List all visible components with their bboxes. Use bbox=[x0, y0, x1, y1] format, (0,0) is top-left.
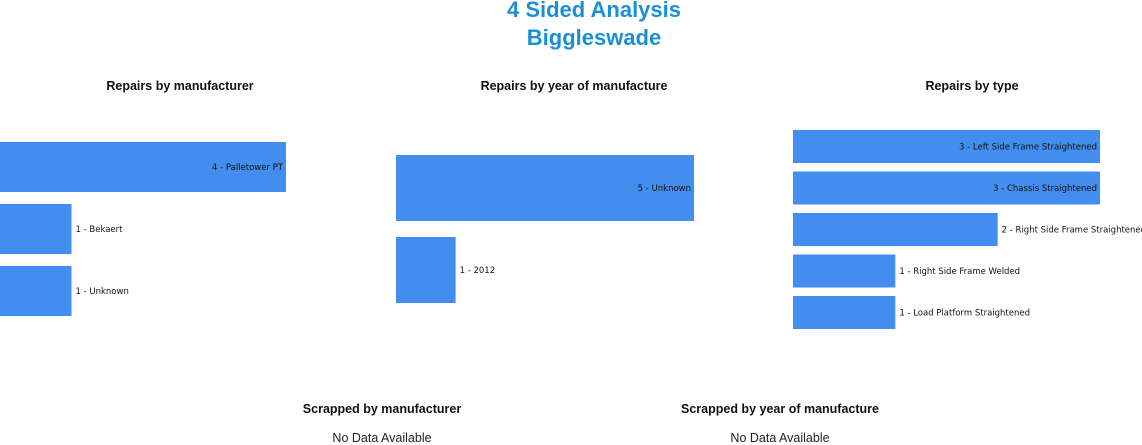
no-data-message: No Data Available bbox=[332, 431, 432, 445]
chart-title-repairs-by-manufacturer: Repairs by manufacturer bbox=[106, 79, 254, 93]
bar-right-side-frame-welded bbox=[793, 254, 896, 288]
no-data-message: No Data Available bbox=[730, 431, 830, 445]
chart-title-scrapped-by-year: Scrapped by year of manufacture bbox=[681, 402, 879, 416]
chart-title-repairs-by-type: Repairs by type bbox=[925, 79, 1019, 93]
bar-unknown bbox=[0, 266, 72, 316]
bar-label: 2 - Right Side Frame Straightened bbox=[1002, 226, 1142, 236]
bar-label: 1 - 2012 bbox=[460, 266, 496, 276]
page-title: 4 Sided Analysis bbox=[506, 0, 682, 22]
bar-label: 1 - Bekaert bbox=[76, 225, 124, 235]
bar-unknown bbox=[396, 155, 694, 221]
bar-bekaert bbox=[0, 204, 72, 254]
bar-2012 bbox=[396, 237, 456, 303]
bar-palletower-pt bbox=[0, 142, 286, 192]
bar-label: 3 - Chassis Straightened bbox=[993, 184, 1097, 194]
chart-title-repairs-by-year: Repairs by year of manufacture bbox=[480, 79, 668, 93]
bar-label: 1 - Right Side Frame Welded bbox=[899, 267, 1020, 277]
bar-label: 1 - Unknown bbox=[76, 287, 129, 297]
bar-label: 5 - Unknown bbox=[638, 184, 691, 194]
chart-title-scrapped-by-manufacturer: Scrapped by manufacturer bbox=[302, 402, 462, 416]
bar-load-platform-straightened bbox=[793, 296, 896, 329]
bar-label: 4 - Palletower PT bbox=[212, 163, 284, 173]
bar-right-side-frame-straightened bbox=[793, 213, 998, 246]
bar-label: 3 - Left Side Frame Straightened bbox=[959, 143, 1097, 153]
bar-label: 1 - Load Platform Straightened bbox=[899, 309, 1030, 319]
page-subtitle: Biggleswade bbox=[526, 25, 662, 50]
bar-left-side-frame-straightened bbox=[793, 130, 1100, 163]
bar-chassis-straightened bbox=[793, 171, 1100, 205]
